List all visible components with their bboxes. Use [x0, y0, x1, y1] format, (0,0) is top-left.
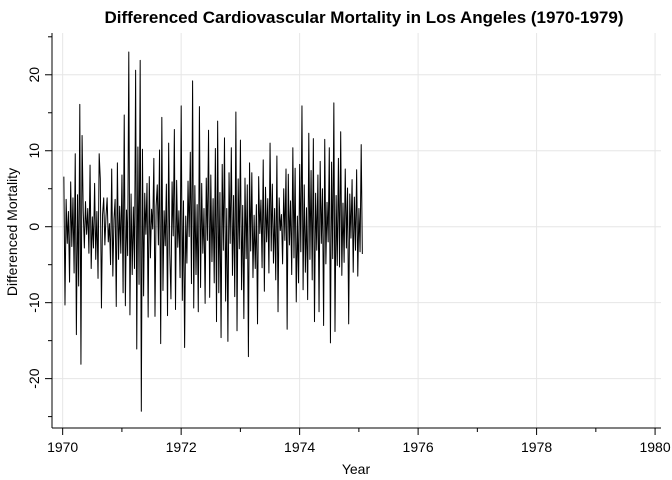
y-tick-label: -10	[26, 292, 42, 312]
y-axis-label: Differenced Mortality	[4, 168, 20, 296]
x-tick-label: 1972	[166, 439, 197, 455]
y-tick-label: -20	[26, 368, 42, 388]
y-tick-label: 20	[26, 67, 42, 83]
grid	[52, 33, 661, 428]
y-tick-label: 10	[26, 143, 42, 159]
chart-title: Differenced Cardiovascular Mortality in …	[105, 8, 624, 27]
x-tick-label: 1980	[639, 439, 670, 455]
y-tick-label: 0	[26, 223, 42, 231]
series-layer	[63, 51, 363, 412]
x-tick-label: 1970	[47, 439, 78, 455]
x-tick-label: 1978	[521, 439, 552, 455]
x-axis-label: Year	[342, 461, 371, 477]
ticks: 1970 1972 1974 1976 1978 1980 -20 -10 0 10 20	[26, 36, 671, 455]
x-tick-label: 1976	[403, 439, 434, 455]
x-tick-label: 1974	[284, 439, 315, 455]
series-line-0	[63, 51, 363, 412]
axes	[51, 33, 661, 429]
